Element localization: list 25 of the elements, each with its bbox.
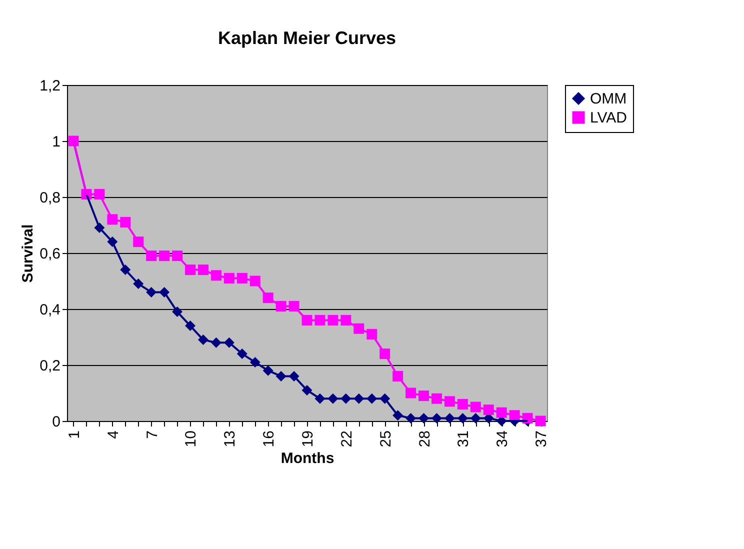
y-tick-label: 1,2: [40, 78, 60, 94]
x-tick-label: 16: [260, 430, 278, 448]
x-tick-label: 28: [416, 430, 434, 448]
x-tick-label: 10: [182, 430, 200, 448]
y-axis-title: Survival: [20, 224, 37, 283]
x-tick-label: 25: [377, 430, 394, 448]
legend-label: OMM: [590, 90, 627, 108]
x-tick-label: 4: [104, 430, 122, 439]
x-tick-label: 22: [338, 430, 356, 448]
x-tick-label: 31: [455, 430, 472, 448]
legend-label: LVAD: [590, 110, 628, 126]
x-axis-title: Months: [280, 450, 334, 468]
y-tick-label: 0,6: [40, 246, 60, 262]
x-tick-label: 19: [300, 430, 316, 448]
x-tick-label: 37: [533, 430, 550, 448]
y-tick-label: 0,8: [40, 190, 60, 206]
x-tick-label: 13: [222, 430, 239, 448]
y-tick-label: 1: [52, 134, 60, 150]
y-tick-label: 0,2: [40, 358, 60, 374]
chart-title: Kaplan Meier Curves: [218, 28, 396, 48]
y-tick-label: 0,4: [40, 302, 60, 318]
x-tick-label: 34: [494, 430, 512, 448]
y-tick-label: 0: [52, 414, 60, 430]
x-tick-label: 1: [66, 430, 83, 439]
x-tick-label: 7: [144, 430, 161, 439]
